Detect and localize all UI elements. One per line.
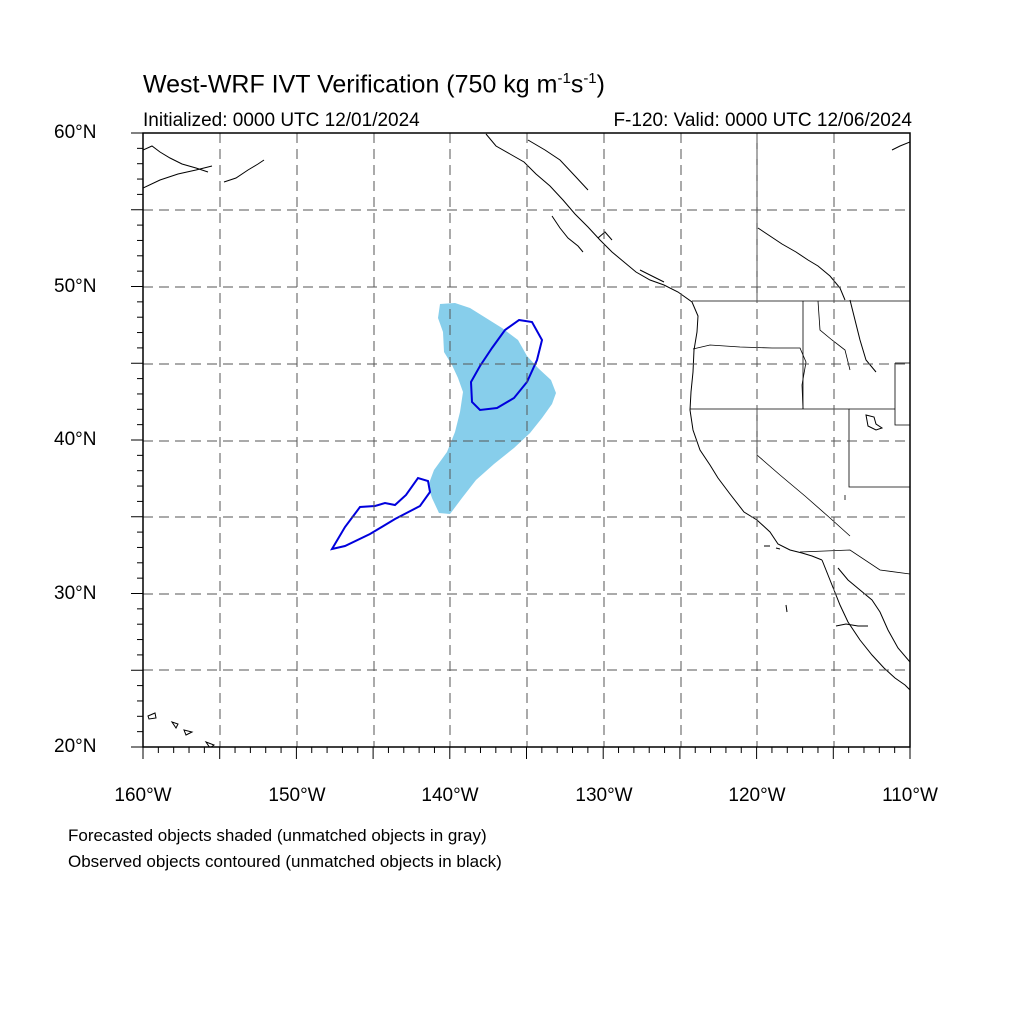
observed-object-contour-south	[329, 476, 432, 551]
lat-label-40n: 40°N	[54, 429, 97, 450]
lon-label-120w: 120°W	[728, 785, 786, 806]
graticule	[143, 133, 910, 747]
lon-label-160w: 160°W	[114, 785, 172, 806]
axis-ticks	[131, 132, 911, 759]
lat-label-20n: 20°N	[54, 736, 97, 757]
lat-label-50n: 50°N	[54, 276, 97, 297]
map-title: West-WRF IVT Verification (750 kg m-1s-1…	[143, 70, 605, 99]
lon-label-110w: 110°W	[882, 785, 938, 806]
observed-object-contour-north	[469, 318, 544, 412]
initialized-time: Initialized: 0000 UTC 12/01/2024	[143, 110, 420, 131]
lon-label-150w: 150°W	[268, 785, 326, 806]
lon-label-140w: 140°W	[421, 785, 479, 806]
valid-time: F-120: Valid: 0000 UTC 12/06/2024	[613, 110, 912, 131]
coastline-lines	[143, 133, 910, 747]
forecast-legend-note: Forecasted objects shaded (unmatched obj…	[68, 826, 487, 845]
observed-legend-note: Observed objects contoured (unmatched ob…	[68, 852, 502, 871]
lat-label-60n: 60°N	[54, 122, 97, 143]
lon-label-130w: 130°W	[575, 785, 633, 806]
political-borders	[690, 133, 910, 575]
lat-label-30n: 30°N	[54, 583, 97, 604]
